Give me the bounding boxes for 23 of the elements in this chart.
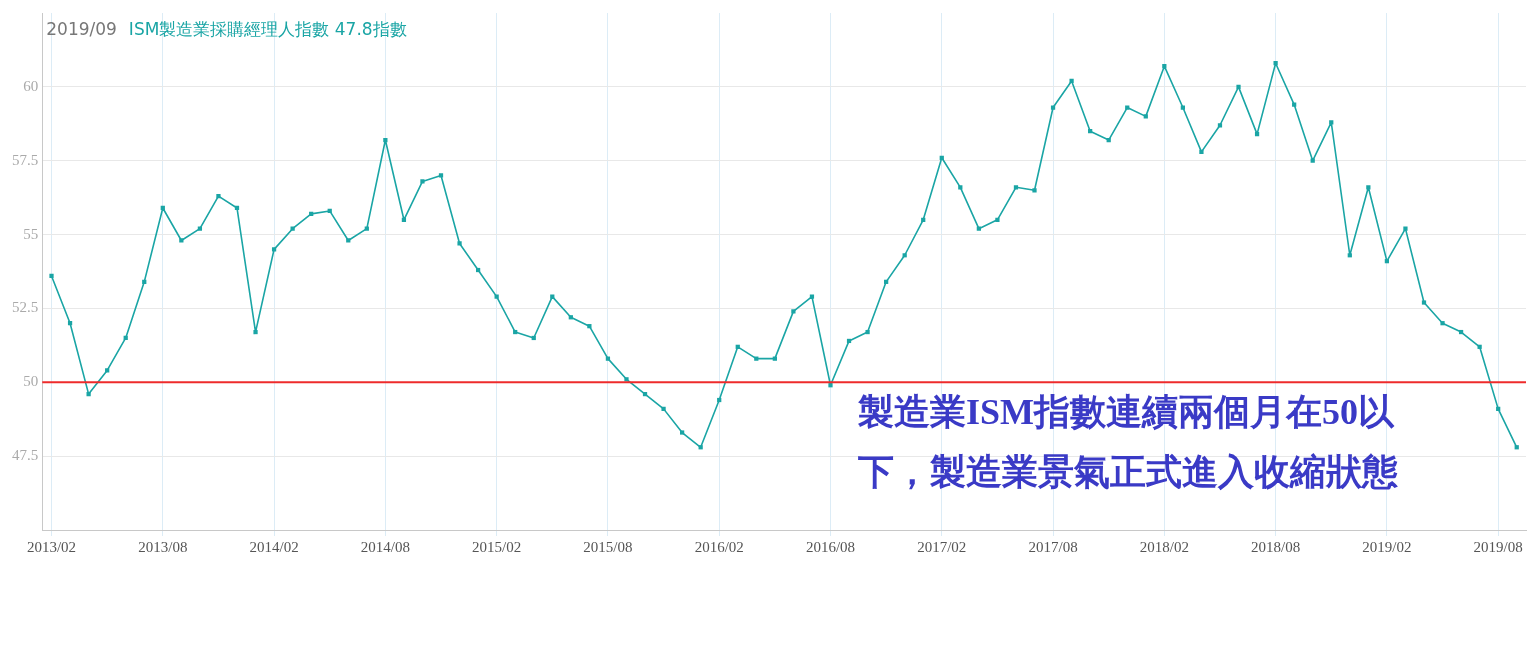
x-tick-label: 2017/08 [1028, 538, 1078, 555]
x-tick-label: 2018/08 [1251, 538, 1301, 555]
chart-title: 2019/09 [46, 19, 117, 40]
x-tick-label: 2017/02 [917, 538, 967, 555]
y-tick-label: 47.5 [12, 447, 39, 464]
y-tick-label: 55 [23, 225, 39, 242]
x-tick-label: 2013/02 [26, 538, 77, 555]
x-tick-label: 2013/08 [138, 538, 188, 555]
y-tick-label: 50 [23, 373, 39, 390]
y-tick-label: 57.5 [12, 151, 39, 168]
y-tick-label: 60 [23, 77, 39, 94]
x-tick-label: 2016/08 [805, 538, 856, 555]
text: ISM製造業採購經理人指數 47.8指數 [128, 19, 407, 40]
annotation: 製造業ISM指數連續兩個月在50以下，製造業景氣正式進入收縮狀態 [858, 391, 1399, 494]
x-tick-label: 2016/02 [694, 538, 744, 555]
x-tick-label: 2018/02 [1139, 538, 1189, 555]
x-tick-label: 2015/02 [472, 538, 522, 555]
x-tick-label: 2014/08 [360, 538, 410, 555]
x-tick-label: 2019/02 [1362, 538, 1412, 555]
x-tick-label: 2014/02 [249, 538, 299, 555]
x-tick-label: 2015/08 [583, 538, 633, 555]
x-tick-label: 2019/08 [1473, 538, 1523, 555]
y-tick-label: 52.5 [12, 299, 39, 316]
